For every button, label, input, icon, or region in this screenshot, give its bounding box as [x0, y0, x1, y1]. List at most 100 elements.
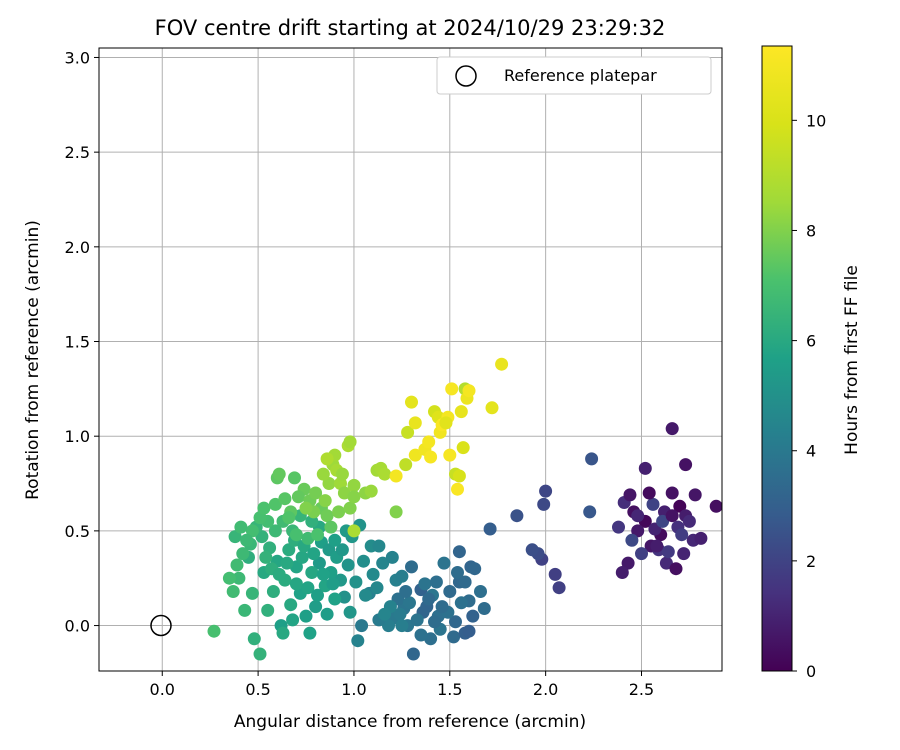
data-point	[289, 577, 303, 591]
data-point	[247, 632, 261, 646]
data-point	[357, 554, 370, 568]
data-point	[462, 384, 476, 398]
data-point	[646, 497, 660, 511]
data-point	[328, 592, 342, 606]
data-point	[399, 585, 413, 598]
data-point	[359, 588, 372, 602]
data-point	[477, 602, 491, 615]
data-point	[466, 609, 480, 623]
colorbar-ticks: 0 2 4 6 8 10	[792, 111, 826, 681]
data-point	[429, 575, 443, 589]
data-point	[677, 547, 691, 561]
data-point	[709, 499, 722, 513]
data-point	[525, 543, 539, 557]
data-point	[468, 562, 482, 576]
data-point	[495, 357, 509, 371]
data-point	[621, 556, 635, 570]
data-point	[408, 416, 422, 430]
data-point	[403, 596, 416, 610]
legend-marker-reference	[455, 65, 477, 87]
data-point	[335, 543, 349, 557]
data-point	[372, 539, 386, 553]
data-point	[615, 566, 629, 579]
data-point	[510, 509, 524, 523]
data-point	[311, 528, 324, 542]
legend-box	[436, 56, 712, 95]
data-point	[462, 624, 476, 638]
data-point	[347, 524, 361, 538]
x-tick-label: 0.5	[245, 680, 270, 699]
data-point	[631, 509, 645, 523]
data-point	[405, 395, 418, 409]
data-point	[240, 533, 254, 547]
data-point	[222, 571, 236, 585]
data-point	[665, 422, 679, 436]
colorbar-label: Hours from first FF file	[842, 265, 862, 455]
data-point	[418, 577, 432, 591]
data-point	[389, 469, 403, 483]
data-point	[282, 511, 296, 525]
data-point	[320, 607, 334, 621]
data-point	[406, 647, 420, 661]
data-point	[675, 528, 689, 542]
data-point	[232, 571, 246, 585]
data-point	[445, 382, 459, 396]
data-point	[451, 566, 464, 579]
colorbar-tick-label: 4	[806, 442, 816, 461]
data-point	[370, 581, 384, 595]
data-point	[458, 575, 472, 589]
data-point	[665, 486, 679, 500]
data-point	[284, 598, 298, 612]
data-point	[537, 497, 551, 511]
data-point	[366, 567, 380, 581]
data-point	[659, 556, 673, 570]
data-point	[261, 603, 275, 617]
data-point	[324, 520, 338, 534]
data-point	[332, 505, 346, 519]
data-point	[428, 615, 441, 629]
data-point	[278, 492, 292, 506]
legend-entry-reference: Reference platepar	[504, 66, 657, 85]
x-tick-label: 2.0	[533, 680, 558, 699]
data-point	[341, 558, 355, 572]
data-point	[650, 539, 664, 553]
data-point	[612, 520, 625, 534]
data-point	[234, 520, 248, 534]
data-point	[665, 509, 679, 523]
data-point	[451, 482, 464, 496]
x-axis-ticks: 0.0 0.5 1.0 1.5 2.0 2.5	[150, 671, 654, 699]
data-point	[230, 558, 244, 572]
colorbar-tick-label: 8	[806, 221, 816, 240]
data-point	[309, 486, 323, 500]
data-point	[335, 467, 349, 481]
grid	[99, 48, 722, 671]
colorbar-tick-label: 10	[806, 111, 826, 130]
data-point	[483, 522, 497, 536]
data-point	[326, 577, 340, 591]
data-point	[449, 615, 462, 629]
data-point	[343, 605, 357, 619]
y-axis-label: Rotation from reference (arcmin)	[23, 220, 43, 500]
data-point	[289, 528, 303, 542]
data-point	[320, 509, 334, 523]
data-point	[280, 556, 294, 570]
y-tick-label: 1.0	[65, 427, 90, 446]
x-axis-label: Angular distance from reference (arcmin)	[234, 712, 586, 732]
scatter-points	[207, 357, 722, 661]
data-point	[255, 530, 269, 544]
data-point	[439, 416, 453, 430]
data-point	[376, 556, 390, 570]
data-point	[268, 497, 282, 511]
y-tick-label: 0.5	[65, 522, 90, 541]
x-tick-label: 0.0	[150, 680, 175, 699]
data-point	[552, 581, 566, 595]
data-point	[259, 550, 273, 564]
data-point	[688, 488, 702, 502]
data-point	[343, 501, 357, 515]
data-point	[303, 626, 317, 640]
data-point	[661, 545, 675, 559]
data-point	[623, 488, 637, 502]
data-point	[435, 600, 449, 614]
data-point	[635, 547, 648, 561]
data-point	[679, 458, 693, 472]
